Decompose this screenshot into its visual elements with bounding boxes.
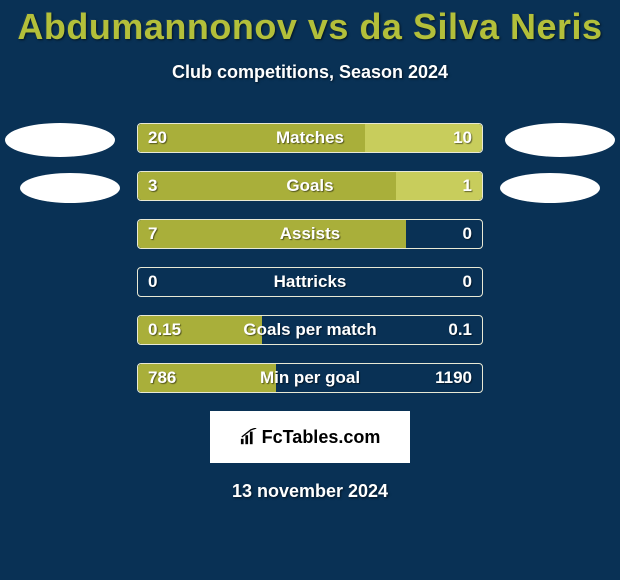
player1-avatar-placeholder — [5, 123, 115, 157]
logo-text: FcTables.com — [262, 427, 381, 448]
player2-avatar-shadow — [500, 173, 600, 203]
value-right: 0.1 — [448, 316, 472, 344]
player2-avatar-placeholder — [505, 123, 615, 157]
stat-label: Goals — [138, 172, 482, 200]
page-title: Abdumannonov vs da Silva Neris — [0, 0, 620, 48]
stat-label: Goals per match — [138, 316, 482, 344]
value-right: 1 — [463, 172, 472, 200]
stat-label: Matches — [138, 124, 482, 152]
stat-label: Min per goal — [138, 364, 482, 392]
value-right: 10 — [453, 124, 472, 152]
comparison-card: Abdumannonov vs da Silva Neris Club comp… — [0, 0, 620, 580]
chart-area: 20 Matches 10 3 Goals 1 7 Assists 0 — [0, 123, 620, 502]
bar-chart-icon — [240, 428, 258, 446]
logo-inner: FcTables.com — [240, 427, 381, 448]
value-right: 0 — [463, 268, 472, 296]
stat-rows: 20 Matches 10 3 Goals 1 7 Assists 0 — [137, 123, 483, 393]
footer-date: 13 november 2024 — [0, 481, 620, 502]
subtitle: Club competitions, Season 2024 — [0, 62, 620, 83]
value-right: 0 — [463, 220, 472, 248]
value-right: 1190 — [435, 364, 472, 392]
stat-row: 0.15 Goals per match 0.1 — [137, 315, 483, 345]
stat-row: 786 Min per goal 1190 — [137, 363, 483, 393]
stat-row: 20 Matches 10 — [137, 123, 483, 153]
stat-row: 0 Hattricks 0 — [137, 267, 483, 297]
logo-box: FcTables.com — [210, 411, 410, 463]
stat-label: Assists — [138, 220, 482, 248]
stat-label: Hattricks — [138, 268, 482, 296]
player1-avatar-shadow — [20, 173, 120, 203]
stat-row: 3 Goals 1 — [137, 171, 483, 201]
stat-row: 7 Assists 0 — [137, 219, 483, 249]
